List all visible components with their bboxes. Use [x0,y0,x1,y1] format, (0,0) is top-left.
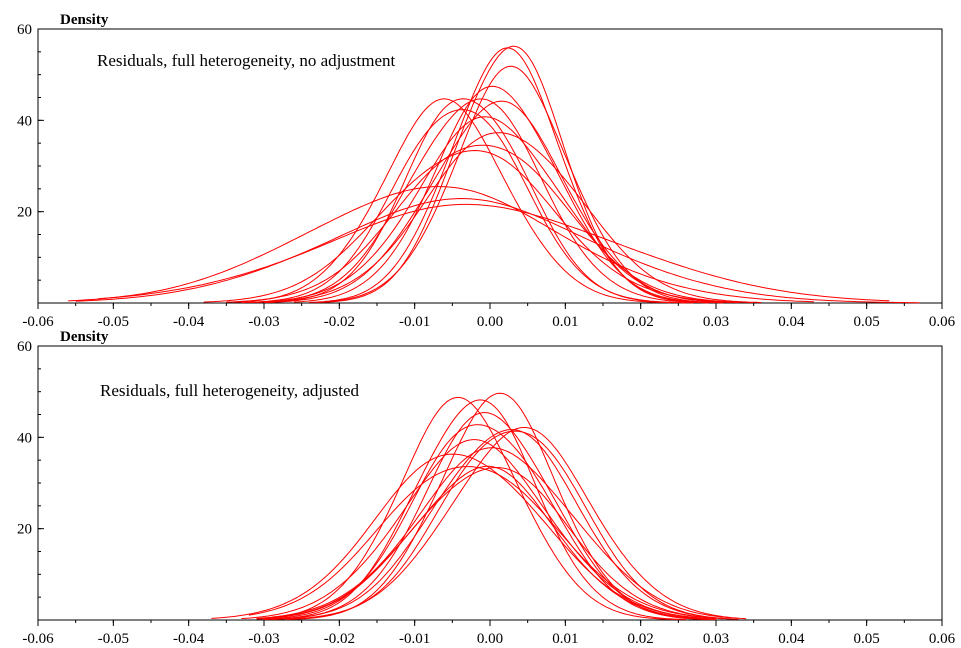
x-tick-label: 0.02 [628,631,654,647]
x-tick-label: 0.04 [778,314,805,330]
y-tick-label: 40 [17,113,32,129]
x-tick-label: 0.00 [477,314,503,330]
x-tick-label: -0.05 [98,314,129,330]
y-axis-label: Density [60,329,109,345]
x-tick-label: -0.06 [22,314,54,330]
density-curve [257,99,709,303]
y-tick-label: 40 [17,430,32,446]
x-tick-label: 0.01 [552,314,578,330]
density-curve [211,454,701,618]
density-curves [68,46,919,303]
density-curve [98,204,889,300]
density-curve [234,99,671,303]
density-curve [226,145,753,302]
density-panel-no-adjustment: Density Residuals, full heterogeneity, n… [17,12,956,330]
density-curve [257,398,679,620]
density-curves [211,393,746,619]
x-axis-ticks: -0.06 -0.05 -0.04 -0.03 -0.02 -0.01 0.00 0.01 0.… [22,303,955,330]
x-tick-label: 0.03 [703,314,729,330]
x-tick-label: 0.06 [929,631,956,647]
x-tick-label: 0.06 [929,314,956,330]
density-curve [264,101,731,302]
density-curve [324,66,716,302]
density-curve [204,151,739,303]
y-axis-ticks: 20 40 60 [17,339,44,597]
x-tick-label: -0.03 [248,631,279,647]
x-tick-label: 0.03 [703,631,729,647]
x-tick-label: -0.04 [173,631,205,647]
x-tick-label: -0.03 [248,314,279,330]
density-curve [249,133,761,303]
x-tick-label: 0.04 [778,631,805,647]
density-curve [287,431,739,619]
y-tick-label: 60 [17,339,32,355]
plot-frame [38,29,942,303]
density-curve [309,48,701,303]
x-tick-label: 0.00 [477,631,503,647]
density-curve [272,430,732,620]
y-tick-label: 20 [17,205,32,221]
x-axis-ticks: -0.06 -0.05 -0.04 -0.03 -0.02 -0.01 0.00 0.01 0.… [22,620,955,647]
x-tick-label: -0.06 [22,631,54,647]
density-curve [264,425,709,620]
x-tick-label: 0.02 [628,314,654,330]
x-tick-label: -0.01 [399,314,430,330]
x-tick-label: 0.01 [552,631,578,647]
density-curve [272,413,717,620]
density-curve [294,428,746,619]
y-tick-label: 20 [17,522,32,538]
density-panel-adjusted: Density Residuals, full heterogeneity, a… [17,329,956,647]
x-tick-label: -0.02 [324,314,355,330]
x-tick-label: -0.04 [173,314,205,330]
x-tick-label: 0.05 [854,314,880,330]
density-curve [287,393,709,619]
density-curve [76,199,920,303]
y-tick-label: 60 [17,22,32,38]
x-tick-label: -0.02 [324,631,355,647]
density-curve [68,187,814,302]
panel-annotation: Residuals, full heterogeneity, no adjust… [97,51,395,70]
density-curve [249,467,709,618]
x-tick-label: -0.05 [98,631,129,647]
panel-annotation: Residuals, full heterogeneity, adjusted [100,381,360,400]
x-tick-label: 0.05 [854,631,880,647]
x-tick-label: -0.01 [399,631,430,647]
y-axis-ticks: 20 40 60 [17,22,44,280]
y-axis-label: Density [60,12,109,28]
density-curve [241,117,738,303]
